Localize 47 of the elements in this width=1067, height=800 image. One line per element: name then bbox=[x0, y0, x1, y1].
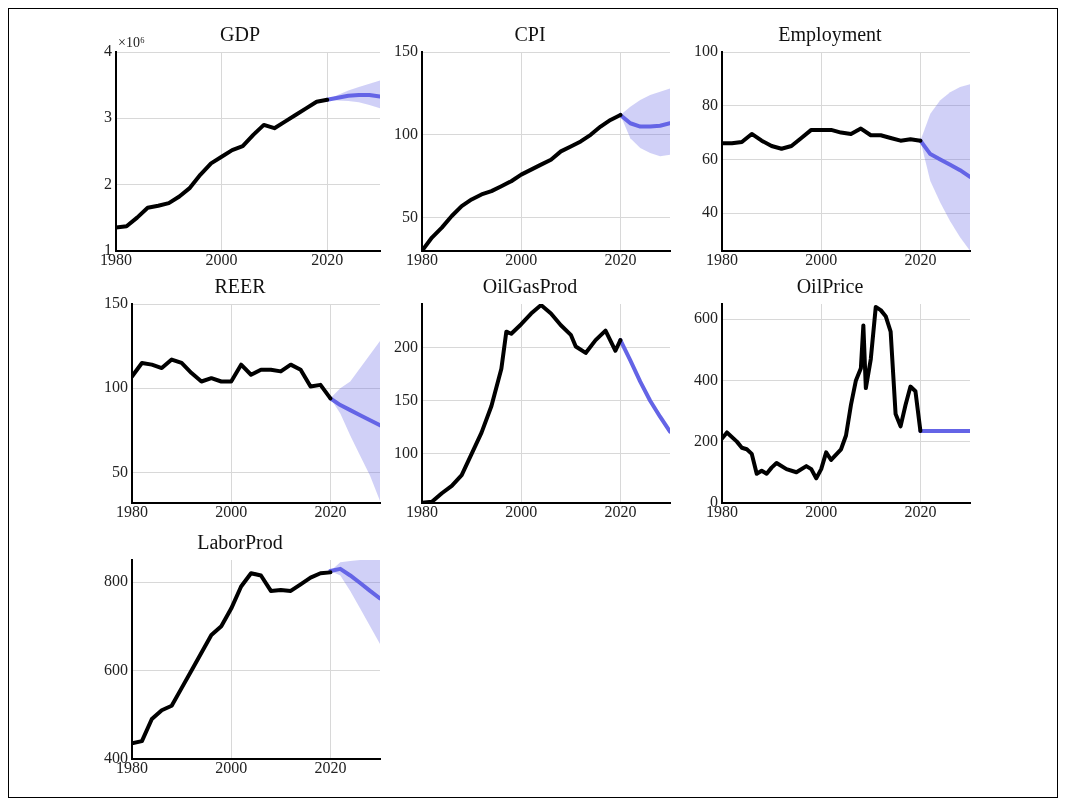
y-tick-label: 40 bbox=[702, 203, 718, 221]
x-tick-label: 2000 bbox=[505, 250, 538, 268]
x-tick-label: 1980 bbox=[706, 250, 738, 268]
y-tick-label: 200 bbox=[394, 337, 418, 355]
y-tick-label: 50 bbox=[402, 207, 418, 225]
y-tick-label: 2 bbox=[104, 174, 112, 192]
chart-title: CPI bbox=[514, 23, 546, 46]
x-tick-label: 2020 bbox=[314, 502, 347, 520]
y-tick-label: 600 bbox=[104, 660, 128, 678]
x-tick-label: 2020 bbox=[314, 758, 347, 776]
x-tick-label: 1980 bbox=[406, 502, 438, 520]
x-tick-label: 2000 bbox=[215, 502, 248, 520]
chart-title: LaborProd bbox=[197, 531, 283, 554]
x-tick-label: 1980 bbox=[116, 502, 148, 520]
x-tick-label: 2020 bbox=[311, 250, 344, 268]
y-tick-label: 200 bbox=[694, 431, 718, 449]
y-tick-label: 150 bbox=[394, 42, 418, 60]
y-tick-label: 100 bbox=[694, 42, 718, 60]
y-tick-label: 100 bbox=[104, 378, 128, 396]
y-tick-label: 400 bbox=[694, 370, 718, 388]
x-tick-label: 2000 bbox=[505, 502, 538, 520]
chart-title: Employment bbox=[778, 23, 883, 47]
y-tick-label: 150 bbox=[394, 390, 418, 408]
y-tick-label: 60 bbox=[702, 149, 718, 167]
chart-title: OilPrice bbox=[796, 275, 864, 298]
x-tick-label: 2000 bbox=[205, 250, 238, 268]
y-tick-label: 150 bbox=[104, 294, 128, 312]
chart-title: OilGasProd bbox=[482, 275, 578, 298]
y-tick-label: 800 bbox=[104, 572, 128, 590]
x-tick-label: 2000 bbox=[215, 758, 248, 776]
y-tick-label: 100 bbox=[394, 444, 418, 462]
chart-title: GDP bbox=[219, 23, 261, 46]
x-tick-label: 2000 bbox=[805, 250, 838, 268]
y-tick-label: 3 bbox=[104, 108, 112, 126]
x-tick-label: 2020 bbox=[904, 502, 937, 520]
y-tick-label: 600 bbox=[694, 309, 718, 327]
x-tick-label: 2020 bbox=[904, 250, 937, 268]
x-tick-label: 1980 bbox=[406, 250, 438, 268]
x-tick-label: 2000 bbox=[805, 502, 838, 520]
x-tick-label: 2020 bbox=[604, 502, 637, 520]
y-tick-label: 4 bbox=[104, 42, 112, 60]
y-tick-label: 100 bbox=[394, 125, 418, 143]
x-tick-label: 2020 bbox=[604, 250, 637, 268]
y-tick-label: 80 bbox=[702, 95, 718, 113]
y-tick-label: 50 bbox=[112, 462, 128, 480]
chart-title: REER bbox=[214, 275, 267, 298]
text: ×10⁶ bbox=[118, 34, 145, 50]
